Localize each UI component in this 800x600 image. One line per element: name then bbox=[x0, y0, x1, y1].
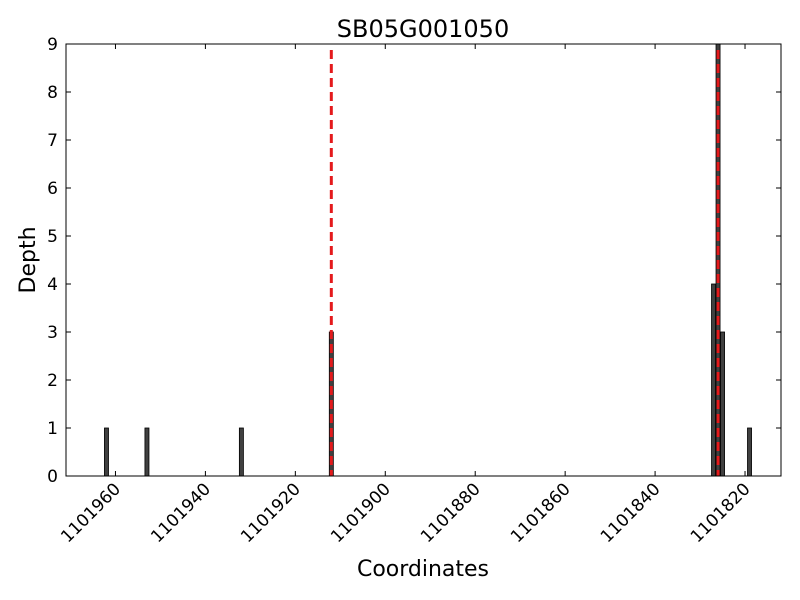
y-tick-label: 8 bbox=[47, 83, 58, 103]
depth-bar bbox=[144, 427, 150, 477]
x-tick-label: 1101940 bbox=[147, 479, 215, 547]
y-tick-label: 1 bbox=[47, 419, 58, 439]
y-tick-label: 7 bbox=[47, 131, 58, 151]
y-tick-label: 6 bbox=[47, 179, 58, 199]
depth-bar bbox=[711, 283, 716, 477]
x-tick-label: 1101860 bbox=[507, 479, 575, 547]
depth-bar bbox=[238, 427, 244, 477]
depth-bar bbox=[720, 331, 725, 477]
x-axis-title: Coordinates bbox=[357, 557, 489, 582]
plot-area-frame bbox=[65, 43, 782, 477]
x-tick-label: 1101840 bbox=[597, 479, 665, 547]
x-tick-label: 1101900 bbox=[327, 479, 395, 547]
x-tick-label: 1101820 bbox=[687, 479, 755, 547]
x-axis: 1101960 1101940 1101920 1101900 1101880 11018… bbox=[57, 44, 755, 547]
chart-title: SB05G001050 bbox=[337, 15, 509, 43]
depth-bar bbox=[747, 427, 752, 477]
bars-group bbox=[104, 43, 752, 477]
y-tick-label: 2 bbox=[47, 371, 58, 391]
y-tick-label: 4 bbox=[47, 275, 58, 295]
x-tick-label: 1101920 bbox=[237, 479, 305, 547]
depth-bar bbox=[104, 427, 109, 477]
reference-lines-group bbox=[329, 50, 720, 476]
x-tick-label: 1101880 bbox=[417, 479, 485, 547]
y-axis: 0 1 2 3 4 5 6 7 8 9 bbox=[47, 35, 781, 487]
y-tick-label: 9 bbox=[47, 35, 58, 55]
y-axis-title: Depth bbox=[16, 226, 41, 293]
y-tick-label: 5 bbox=[47, 227, 58, 247]
y-tick-label: 0 bbox=[47, 467, 58, 487]
x-tick-label: 1101960 bbox=[57, 479, 125, 547]
y-tick-label: 3 bbox=[47, 323, 58, 343]
